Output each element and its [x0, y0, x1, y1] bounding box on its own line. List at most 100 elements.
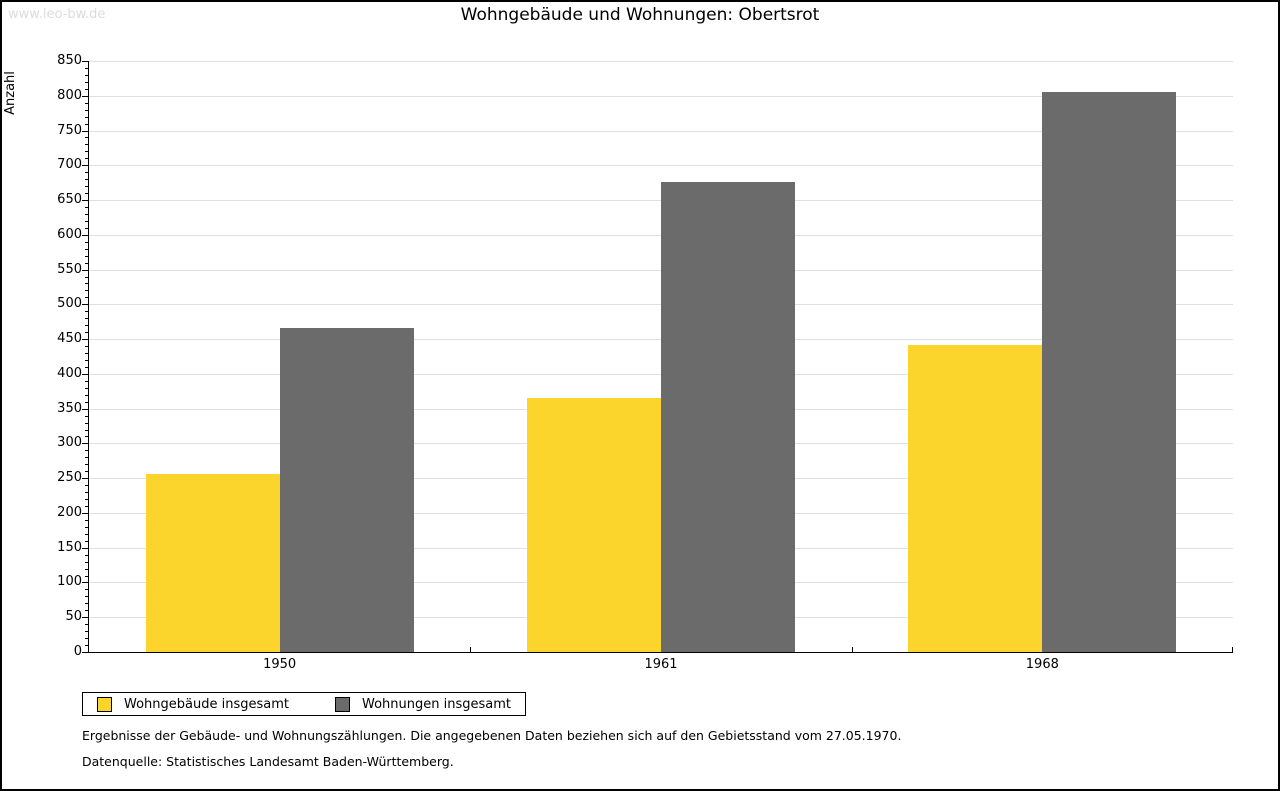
y-minor-tick [85, 75, 88, 76]
x-category-label: 1961 [644, 657, 678, 672]
y-tick-label: 100 [57, 574, 82, 589]
y-minor-tick [85, 360, 88, 361]
y-minor-tick [85, 603, 88, 604]
y-major-tick [82, 513, 88, 514]
gridline [89, 61, 1233, 62]
gridline [89, 96, 1233, 97]
legend-swatch [97, 696, 112, 712]
legend-item: Wohnungen insgesamt [335, 696, 511, 712]
y-minor-tick [85, 151, 88, 152]
chart-title: Wohngebäude und Wohnungen: Obertsrot [460, 5, 820, 25]
y-minor-tick [85, 325, 88, 326]
legend-item: Wohngebäude insgesamt [97, 696, 289, 712]
y-minor-tick [85, 179, 88, 180]
y-minor-tick [85, 499, 88, 500]
y-minor-tick [85, 402, 88, 403]
y-minor-tick [85, 569, 88, 570]
y-minor-tick [85, 242, 88, 243]
y-major-tick [82, 478, 88, 479]
y-major-tick [82, 235, 88, 236]
y-minor-tick [85, 332, 88, 333]
y-minor-tick [85, 214, 88, 215]
y-minor-tick [85, 541, 88, 542]
y-minor-tick [85, 506, 88, 507]
y-tick-label: 500 [57, 296, 82, 311]
bar-right [280, 328, 414, 652]
y-minor-tick [85, 555, 88, 556]
y-minor-tick [85, 89, 88, 90]
y-tick-label: 400 [57, 366, 82, 381]
bar-left [908, 345, 1042, 652]
y-tick-label: 800 [57, 88, 82, 103]
y-tick-label: 250 [57, 470, 82, 485]
y-minor-tick [85, 395, 88, 396]
y-minor-tick [85, 290, 88, 291]
y-minor-tick [85, 436, 88, 437]
y-minor-tick [85, 367, 88, 368]
y-minor-tick [85, 110, 88, 111]
y-minor-tick [85, 172, 88, 173]
y-minor-tick [85, 117, 88, 118]
y-minor-tick [85, 381, 88, 382]
y-minor-tick [85, 277, 88, 278]
y-major-tick [82, 652, 88, 653]
y-minor-tick [85, 263, 88, 264]
y-minor-tick [85, 450, 88, 451]
y-minor-tick [85, 318, 88, 319]
bar-left [527, 398, 661, 652]
y-minor-tick [85, 534, 88, 535]
x-category-label: 1950 [263, 657, 297, 672]
y-minor-tick [85, 186, 88, 187]
y-minor-tick [85, 624, 88, 625]
y-minor-tick [85, 283, 88, 284]
y-major-tick [82, 270, 88, 271]
x-boundary-tick [852, 647, 853, 652]
y-minor-tick [85, 158, 88, 159]
legend-label: Wohnungen insgesamt [362, 696, 511, 712]
y-minor-tick [85, 589, 88, 590]
y-tick-label: 750 [57, 123, 82, 138]
y-major-tick [82, 200, 88, 201]
y-minor-tick [85, 193, 88, 194]
y-tick-label: 650 [57, 192, 82, 207]
gridline [89, 165, 1233, 166]
y-major-tick [82, 582, 88, 583]
bar-left [146, 474, 280, 652]
y-minor-tick [85, 610, 88, 611]
plot-area [88, 61, 1233, 653]
y-tick-label: 300 [57, 435, 82, 450]
y-minor-tick [85, 520, 88, 521]
y-major-tick [82, 374, 88, 375]
y-minor-tick [85, 631, 88, 632]
y-tick-label: 150 [57, 540, 82, 555]
footer-note: Ergebnisse der Gebäude- und Wohnungszähl… [82, 728, 902, 743]
legend: Wohngebäude insgesamt Wohnungen insgesamt [82, 692, 526, 716]
y-major-tick [82, 443, 88, 444]
y-minor-tick [85, 527, 88, 528]
y-minor-tick [85, 562, 88, 563]
y-tick-label: 200 [57, 505, 82, 520]
y-minor-tick [85, 638, 88, 639]
y-minor-tick [85, 423, 88, 424]
y-minor-tick [85, 311, 88, 312]
y-minor-tick [85, 353, 88, 354]
y-tick-label: 350 [57, 401, 82, 416]
gridline [89, 131, 1233, 132]
y-tick-label: 700 [57, 157, 82, 172]
y-tick-label: 550 [57, 262, 82, 277]
y-minor-tick [85, 346, 88, 347]
x-end-tick [1232, 647, 1233, 652]
y-major-tick [82, 165, 88, 166]
x-category-label: 1968 [1025, 657, 1059, 672]
y-minor-tick [85, 137, 88, 138]
legend-swatch [335, 696, 350, 712]
y-minor-tick [85, 124, 88, 125]
y-axis-label: Anzahl [3, 71, 18, 115]
y-major-tick [82, 617, 88, 618]
y-tick-label: 0 [73, 644, 82, 659]
y-minor-tick [85, 221, 88, 222]
y-minor-tick [85, 457, 88, 458]
y-major-tick [82, 61, 88, 62]
y-minor-tick [85, 416, 88, 417]
